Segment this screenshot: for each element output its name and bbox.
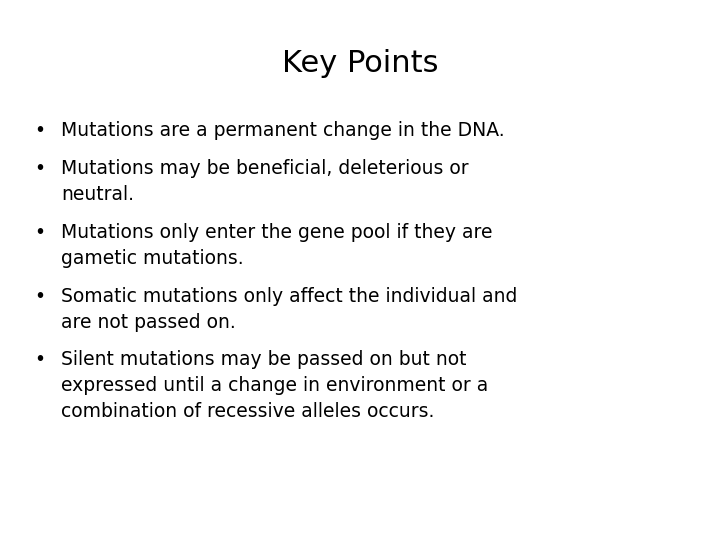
Text: Somatic mutations only affect the individual and: Somatic mutations only affect the indivi… [61, 287, 518, 306]
Text: •: • [34, 159, 45, 178]
Text: •: • [34, 223, 45, 242]
Text: are not passed on.: are not passed on. [61, 313, 236, 332]
Text: combination of recessive alleles occurs.: combination of recessive alleles occurs. [61, 402, 435, 421]
Text: neutral.: neutral. [61, 185, 134, 204]
Text: Mutations may be beneficial, deleterious or: Mutations may be beneficial, deleterious… [61, 159, 469, 178]
Text: Mutations only enter the gene pool if they are: Mutations only enter the gene pool if th… [61, 223, 492, 242]
Text: Mutations are a permanent change in the DNA.: Mutations are a permanent change in the … [61, 122, 505, 140]
Text: expressed until a change in environment or a: expressed until a change in environment … [61, 376, 488, 395]
Text: gametic mutations.: gametic mutations. [61, 249, 244, 268]
Text: •: • [34, 122, 45, 140]
Text: Silent mutations may be passed on but not: Silent mutations may be passed on but no… [61, 350, 467, 369]
Text: •: • [34, 287, 45, 306]
Text: Key Points: Key Points [282, 49, 438, 78]
Text: •: • [34, 350, 45, 369]
